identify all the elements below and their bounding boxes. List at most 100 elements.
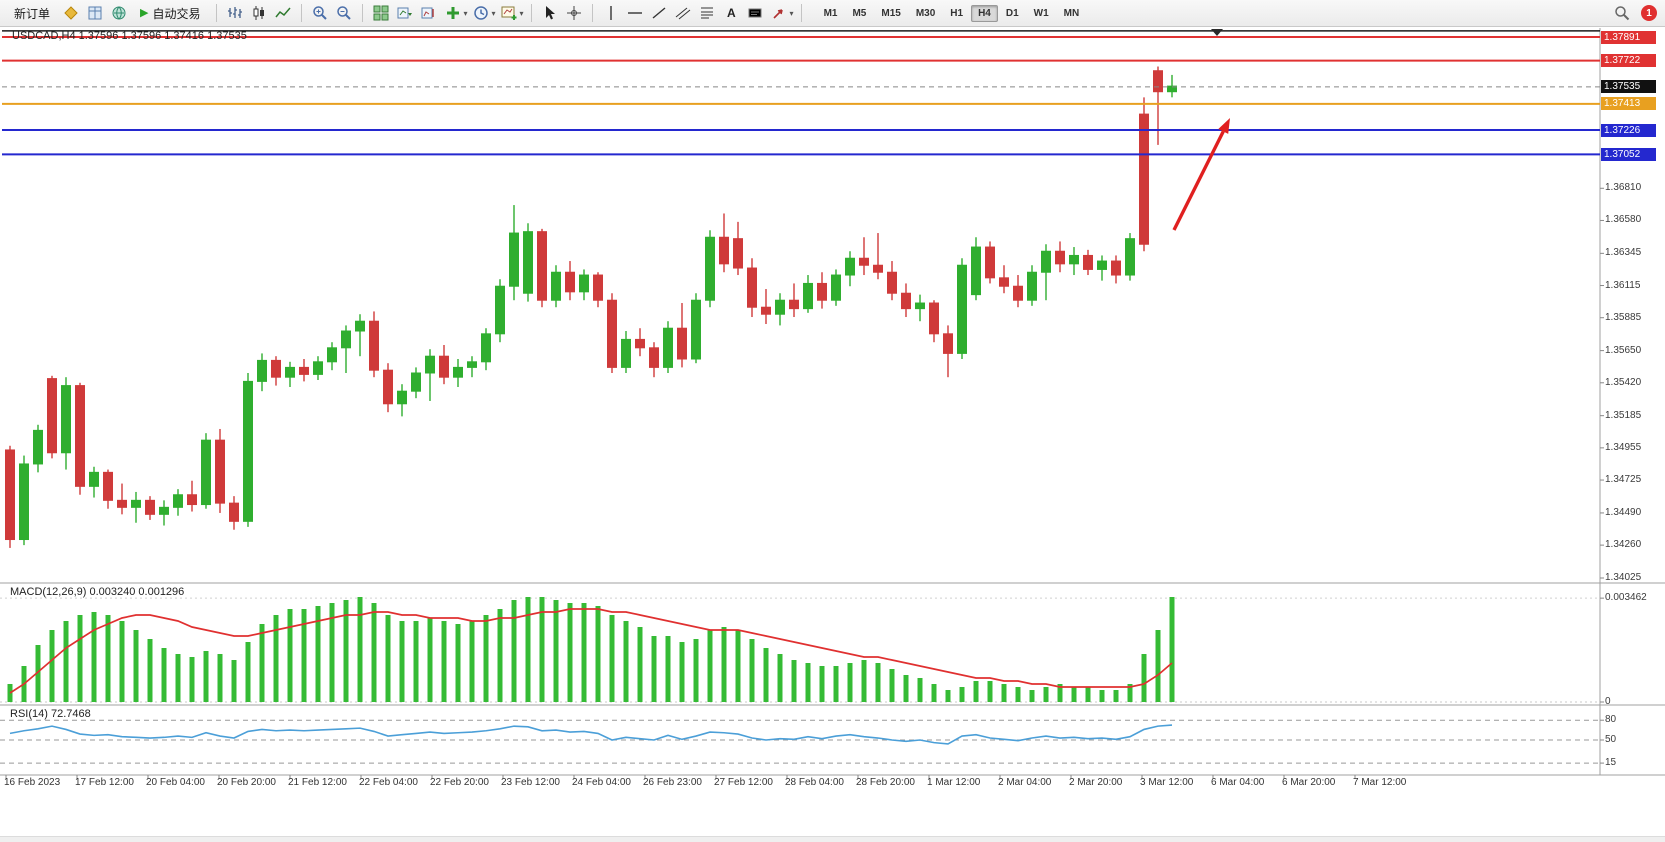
- line-chart-type-icon[interactable]: [272, 3, 294, 23]
- chart-canvas[interactable]: [0, 27, 1665, 842]
- macd-bar: [189, 657, 195, 702]
- candlestick-chart-type-icon[interactable]: [248, 3, 270, 23]
- zoom-in-icon[interactable]: [309, 3, 331, 23]
- macd-bar: [497, 609, 503, 702]
- macd-bar: [777, 654, 783, 702]
- macd-bar: [917, 678, 923, 702]
- macd-bar: [301, 609, 307, 702]
- macd-bar: [49, 630, 55, 702]
- candle: [1097, 260, 1107, 270]
- vertical-line-tool-icon[interactable]: [600, 3, 622, 23]
- trendline-tool-icon[interactable]: [648, 3, 670, 23]
- macd-bar: [119, 621, 125, 702]
- annotation-arrow-head[interactable]: [1218, 118, 1230, 134]
- candle: [845, 257, 855, 276]
- tf-button-D1[interactable]: D1: [999, 5, 1026, 22]
- macd-bar: [231, 660, 237, 702]
- candle: [89, 471, 99, 487]
- tf-button-W1[interactable]: W1: [1027, 5, 1056, 22]
- candle: [1041, 250, 1051, 273]
- channel-tool-icon[interactable]: [672, 3, 694, 23]
- notification-badge[interactable]: 1: [1641, 5, 1657, 21]
- macd-bar: [63, 621, 69, 702]
- autotrading-button[interactable]: ▶ 自动交易: [132, 3, 208, 24]
- macd-bar: [665, 636, 671, 702]
- candle: [1139, 113, 1149, 245]
- metaeditor-icon[interactable]: [60, 3, 82, 23]
- search-icon[interactable]: [1611, 3, 1633, 23]
- tile-windows-icon[interactable]: [370, 3, 392, 23]
- tf-button-H4[interactable]: H4: [971, 4, 998, 22]
- fibonacci-tool-icon[interactable]: [696, 3, 718, 23]
- macd-bar: [735, 630, 741, 702]
- macd-bar: [875, 663, 881, 702]
- tf-button-M30[interactable]: M30: [909, 5, 942, 22]
- macd-bar: [763, 648, 769, 702]
- period-clock-icon[interactable]: [470, 3, 492, 23]
- chart-shift-marker[interactable]: [1211, 29, 1223, 36]
- macd-bar: [623, 621, 629, 702]
- toolbar-separator: [215, 4, 217, 22]
- tf-button-M1[interactable]: M1: [817, 5, 845, 22]
- macd-bar: [525, 597, 531, 702]
- macd-bar: [707, 630, 713, 702]
- candle: [761, 306, 771, 315]
- new-chart-caret-icon[interactable]: ▾: [519, 8, 524, 18]
- new-order-button[interactable]: 新订单: [6, 3, 58, 24]
- tf-button-M5[interactable]: M5: [845, 5, 873, 22]
- chart-shift-icon[interactable]: [418, 3, 440, 23]
- arrows-caret-icon[interactable]: ▾: [789, 8, 794, 18]
- macd-bar: [259, 624, 265, 702]
- macd-bar: [455, 624, 461, 702]
- macd-bar: [1155, 630, 1161, 702]
- candle: [733, 238, 743, 269]
- candle: [243, 380, 253, 522]
- candle: [75, 385, 85, 487]
- annotation-arrow-line[interactable]: [1172, 130, 1225, 231]
- tf-button-MN[interactable]: MN: [1057, 5, 1087, 22]
- candle: [173, 494, 183, 508]
- cursor-tool-icon[interactable]: [539, 3, 561, 23]
- bar-chart-type-icon[interactable]: [224, 3, 246, 23]
- text-label-tool-icon[interactable]: [744, 3, 766, 23]
- macd-bar: [749, 639, 755, 702]
- macd-bar: [819, 666, 825, 702]
- period-caret-icon[interactable]: ▾: [491, 8, 496, 18]
- navigator-icon[interactable]: [108, 3, 130, 23]
- candle: [943, 333, 953, 354]
- candle: [887, 271, 897, 294]
- macd-bar: [1071, 687, 1077, 702]
- macd-bar: [1057, 684, 1063, 702]
- macd-bar: [217, 654, 223, 702]
- auto-scroll-icon[interactable]: [394, 3, 416, 23]
- candle: [1027, 271, 1037, 301]
- macd-bar: [959, 687, 965, 702]
- candle: [257, 359, 267, 382]
- macd-bar: [567, 603, 573, 702]
- macd-bar: [133, 630, 139, 702]
- candle: [971, 246, 981, 296]
- candle: [915, 302, 925, 310]
- market-watch-icon[interactable]: [84, 3, 106, 23]
- add-indicator-icon[interactable]: [442, 3, 464, 23]
- macd-bar: [357, 597, 363, 702]
- crosshair-tool-icon[interactable]: [563, 3, 585, 23]
- add-indicator-caret-icon[interactable]: ▾: [463, 8, 468, 18]
- new-chart-icon[interactable]: [498, 3, 520, 23]
- macd-bar: [861, 660, 867, 702]
- macd-bar: [987, 681, 993, 702]
- macd-bar: [469, 621, 475, 702]
- chart-area[interactable]: USDCAD,H4 1.37596 1.37596 1.37416 1.3753…: [0, 27, 1665, 842]
- tf-button-M15[interactable]: M15: [874, 5, 907, 22]
- text-tool-icon[interactable]: A: [720, 3, 742, 23]
- macd-bar: [287, 609, 293, 702]
- candle: [271, 359, 281, 378]
- candle: [929, 302, 939, 335]
- candle: [103, 471, 113, 501]
- zoom-out-icon[interactable]: [333, 3, 355, 23]
- horizontal-line-tool-icon[interactable]: [624, 3, 646, 23]
- tf-button-H1[interactable]: H1: [943, 5, 970, 22]
- macd-bar: [399, 621, 405, 702]
- candle: [299, 366, 309, 375]
- arrows-tool-icon[interactable]: [768, 3, 790, 23]
